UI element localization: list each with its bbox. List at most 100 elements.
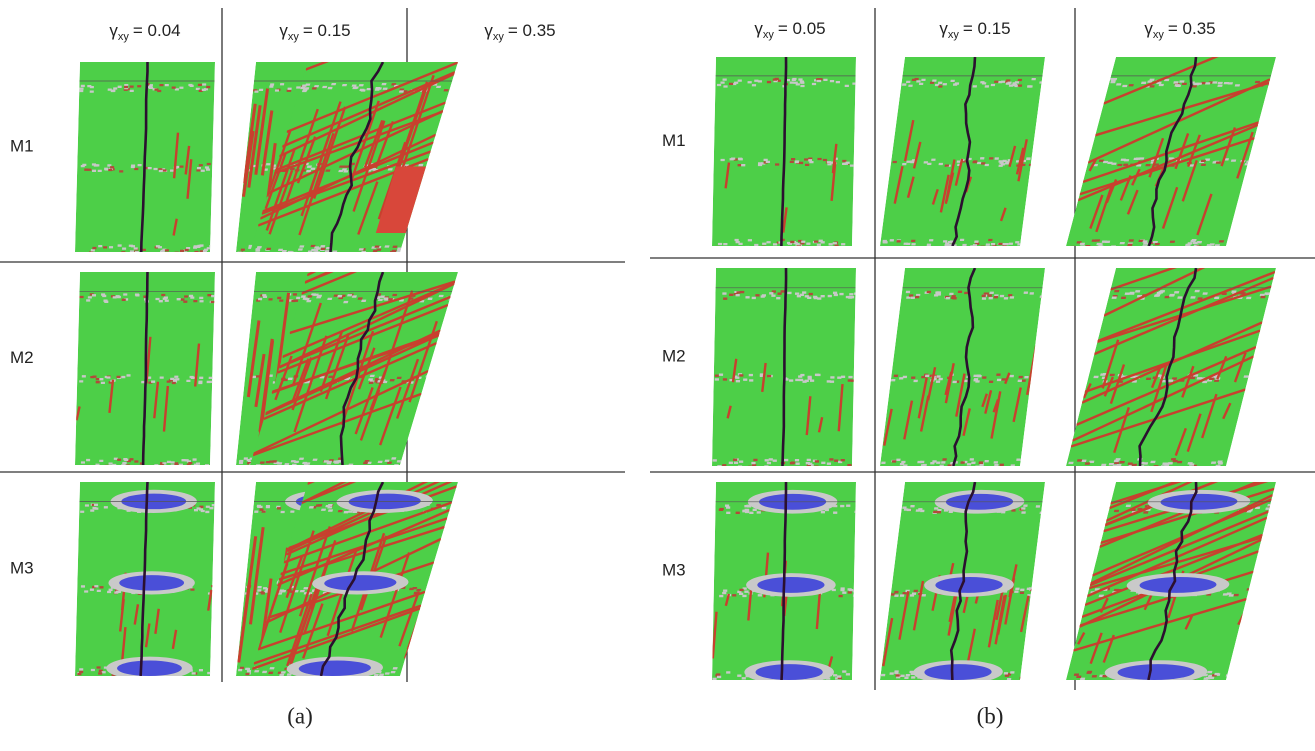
boundary-atom [379, 674, 384, 676]
boundary-atom [1189, 463, 1194, 465]
grain [1066, 268, 1276, 466]
boundary-atom [1005, 675, 1009, 677]
boundary-atom [903, 376, 908, 378]
boundary-atom [269, 667, 274, 669]
boundary-atom [177, 298, 181, 300]
boundary-atom [320, 245, 325, 247]
boundary-atom [121, 464, 125, 466]
boundary-atom [834, 244, 838, 246]
boundary-atom [1015, 241, 1020, 243]
boundary-atom [1114, 290, 1119, 292]
boundary-atom [1243, 375, 1248, 377]
boundary-atom [1009, 243, 1014, 245]
boundary-atom [738, 80, 742, 82]
boundary-atom [129, 245, 133, 247]
boundary-atom [839, 293, 843, 295]
boundary-atom [314, 246, 319, 248]
boundary-atom [113, 87, 117, 89]
simulation-snapshot [1065, 228, 1287, 469]
simulation-snapshot [880, 482, 1049, 684]
boundary-atom [1111, 79, 1116, 81]
boundary-atom [181, 459, 185, 461]
boundary-atom [175, 252, 179, 254]
boundary-atom [439, 295, 444, 297]
boundary-atom [291, 460, 296, 462]
boundary-atom [988, 294, 993, 296]
row-label: M2 [10, 348, 34, 367]
boundary-atom [1009, 84, 1014, 86]
boundary-atom [830, 80, 834, 82]
boundary-atom [842, 670, 846, 672]
snapshot-content [1065, 29, 1287, 248]
snapshot-content [1065, 228, 1287, 469]
boundary-atom [795, 161, 799, 163]
boundary-atom [1117, 164, 1122, 166]
boundary-atom [796, 83, 800, 85]
boundary-atom [1098, 243, 1103, 245]
boundary-atom [212, 504, 216, 506]
boundary-atom [1226, 674, 1231, 676]
boundary-atom [933, 511, 938, 513]
boundary-atom [812, 83, 816, 85]
boundary-atom [852, 83, 856, 85]
boundary-atom [936, 381, 941, 383]
boundary-atom [106, 376, 110, 378]
boundary-atom [930, 462, 935, 464]
boundary-atom [781, 290, 785, 292]
boundary-atom [175, 378, 179, 380]
boundary-atom [325, 250, 330, 252]
boundary-atom [390, 379, 395, 381]
boundary-atom [1017, 243, 1022, 245]
boundary-atom [193, 458, 197, 460]
boundary-atom [82, 375, 86, 377]
boundary-atom [77, 673, 81, 675]
boundary-atom [904, 508, 909, 510]
boundary-atom [951, 295, 956, 297]
boundary-atom [904, 677, 909, 679]
boundary-atom [717, 84, 721, 86]
boundary-atom [199, 297, 203, 299]
boundary-atom [1111, 245, 1116, 247]
boundary-atom [293, 293, 297, 295]
boundary-atom [744, 590, 748, 592]
boundary-atom [798, 78, 802, 80]
boundary-atom [941, 461, 946, 463]
boundary-atom [1080, 245, 1085, 247]
boundary-atom [394, 464, 399, 466]
boundary-atom [138, 164, 142, 166]
boundary-atom [245, 668, 249, 670]
boundary-atom [973, 375, 978, 377]
boundary-atom [752, 297, 756, 299]
boundary-atom [1159, 84, 1164, 86]
boundary-atom [268, 672, 273, 674]
boundary-atom [1129, 239, 1134, 241]
boundary-atom [894, 591, 899, 593]
boundary-atom [1196, 245, 1201, 247]
boundary-atom [302, 85, 307, 87]
boundary-atom [266, 248, 271, 250]
boundary-atom [95, 464, 99, 466]
boundary-atom [921, 594, 926, 596]
boundary-atom [773, 78, 777, 80]
boundary-atom [339, 166, 344, 168]
boundary-atom [817, 158, 821, 160]
boundary-atom [841, 459, 845, 461]
boundary-atom [721, 159, 725, 161]
boundary-atom [1209, 243, 1214, 245]
boundary-atom [851, 379, 855, 381]
boundary-atom [1177, 296, 1182, 298]
boundary-atom [90, 376, 94, 378]
boundary-atom [121, 251, 125, 253]
boundary-atom [974, 241, 979, 243]
boundary-atom [931, 159, 936, 161]
boundary-atom [837, 675, 841, 677]
boundary-atom [1093, 376, 1098, 378]
boundary-atom [209, 507, 213, 509]
boundary-atom [881, 462, 886, 464]
boundary-atom [906, 291, 911, 293]
boundary-atom [1000, 464, 1005, 466]
boundary-atom [752, 84, 756, 86]
boundary-atom [821, 241, 825, 243]
boundary-atom [1146, 378, 1151, 380]
boundary-atom [1244, 163, 1249, 165]
